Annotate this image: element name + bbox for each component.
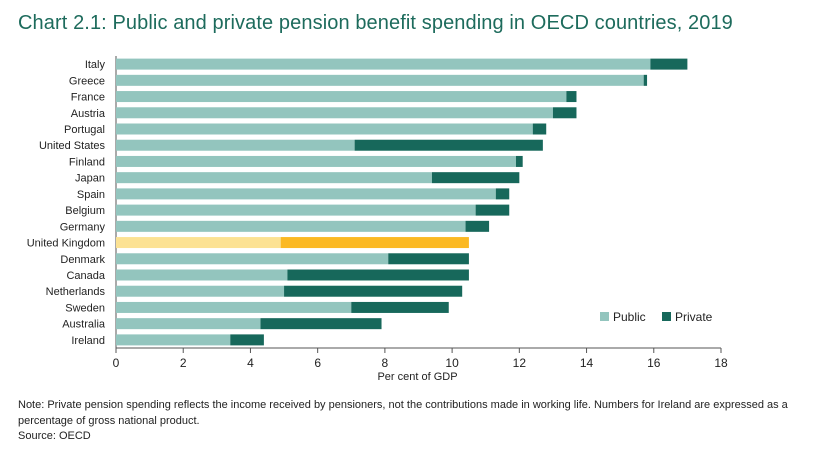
- category-label-australia: Australia: [62, 319, 106, 331]
- category-label-finland: Finland: [69, 156, 105, 168]
- bar-private-greece: [643, 74, 648, 86]
- bar-private-spain: [495, 188, 510, 200]
- bar-private-ireland: [230, 334, 264, 346]
- bar-public-united-kingdom: [116, 237, 281, 249]
- category-label-portugal: Portugal: [64, 124, 105, 136]
- bar-public-france: [116, 91, 567, 103]
- bar-public-japan: [116, 172, 432, 184]
- x-tick-label: 12: [513, 356, 527, 370]
- category-label-denmark: Denmark: [60, 254, 105, 266]
- bar-public-italy: [116, 58, 651, 70]
- bar-public-belgium: [116, 204, 476, 216]
- x-tick-label: 2: [180, 356, 187, 370]
- legend-swatch-private: [662, 312, 671, 321]
- bar-public-united-states: [116, 139, 355, 151]
- category-label-japan: Japan: [75, 173, 105, 185]
- x-tick-label: 8: [382, 356, 389, 370]
- x-tick-label: 0: [113, 356, 120, 370]
- bar-public-canada: [116, 269, 288, 281]
- category-label-greece: Greece: [69, 75, 105, 87]
- x-tick-label: 18: [714, 356, 728, 370]
- category-label-belgium: Belgium: [65, 205, 105, 217]
- category-label-netherlands: Netherlands: [46, 286, 106, 298]
- bar-public-sweden: [116, 301, 352, 313]
- category-label-united-states: United States: [39, 140, 106, 152]
- category-label-canada: Canada: [66, 270, 105, 282]
- bar-public-denmark: [116, 253, 389, 265]
- bar-private-portugal: [532, 123, 547, 135]
- bar-public-portugal: [116, 123, 533, 135]
- category-label-spain: Spain: [77, 189, 105, 201]
- bar-private-finland: [515, 155, 523, 167]
- bar-public-greece: [116, 74, 644, 86]
- category-label-united-kingdom: United Kingdom: [27, 238, 105, 250]
- bar-public-austria: [116, 107, 553, 119]
- bar-private-united-kingdom: [280, 237, 469, 249]
- bar-private-netherlands: [284, 285, 463, 297]
- legend-label-private: Private: [675, 310, 713, 324]
- x-tick-label: 16: [647, 356, 661, 370]
- bar-public-finland: [116, 155, 516, 167]
- category-label-sweden: Sweden: [65, 302, 105, 314]
- category-label-austria: Austria: [71, 108, 106, 120]
- x-tick-label: 10: [445, 356, 459, 370]
- bar-private-germany: [465, 220, 490, 232]
- bar-private-australia: [260, 318, 382, 330]
- x-tick-label: 4: [247, 356, 254, 370]
- chart: 0 2 4 6 8 10 12 14 16 18 Per cent of GDP Italy Greec…: [27, 56, 728, 383]
- bar-public-spain: [116, 188, 496, 200]
- bar-private-sweden: [351, 301, 449, 313]
- category-label-italy: Italy: [85, 59, 106, 71]
- bar-public-ireland: [116, 334, 231, 346]
- bar-private-united-states: [354, 139, 543, 151]
- x-tick-label: 14: [580, 356, 594, 370]
- chart-title: Chart 2.1: Public and private pension be…: [18, 12, 733, 34]
- bar-private-japan: [431, 172, 520, 184]
- bar-private-denmark: [388, 253, 469, 265]
- legend-swatch-public: [600, 312, 609, 321]
- bar-private-austria: [552, 107, 577, 119]
- source-text: Source: OECD: [18, 430, 91, 442]
- bar-private-belgium: [475, 204, 510, 216]
- legend-label-public: Public: [613, 310, 646, 324]
- bar-public-germany: [116, 220, 466, 232]
- chart-note: Note: Private pension spending reflects …: [18, 397, 798, 429]
- bar-public-australia: [116, 318, 261, 330]
- note-text: Note: Private pension spending reflects …: [18, 399, 788, 427]
- bar-private-italy: [650, 58, 688, 70]
- category-label-france: France: [71, 92, 105, 104]
- x-tick-label: 6: [314, 356, 321, 370]
- bar-private-france: [566, 91, 577, 103]
- x-axis-label: Per cent of GDP: [377, 371, 457, 383]
- bar-private-canada: [287, 269, 469, 281]
- category-label-ireland: Ireland: [71, 335, 105, 347]
- category-label-germany: Germany: [60, 221, 106, 233]
- bar-public-netherlands: [116, 285, 285, 297]
